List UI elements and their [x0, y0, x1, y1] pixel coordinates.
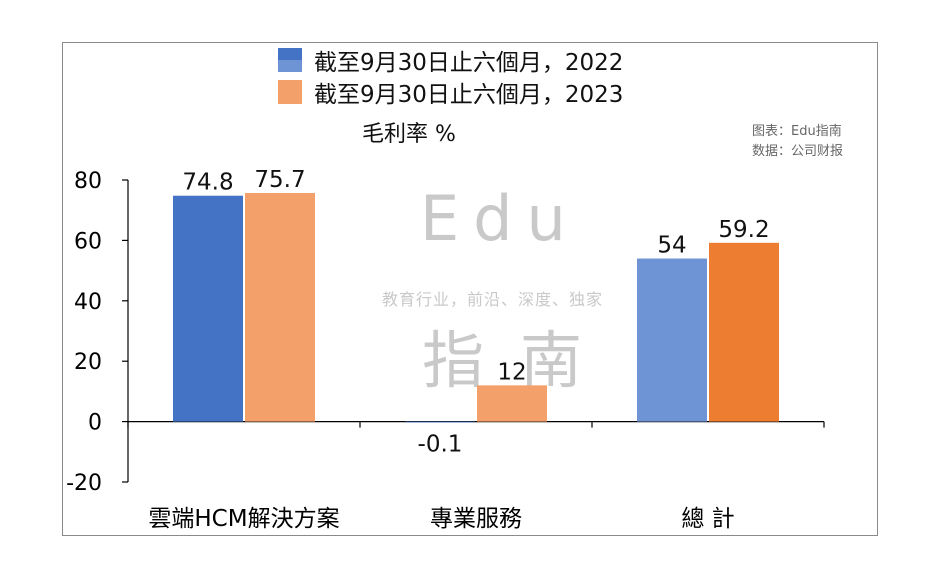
- data-source: 数据：公司财报: [752, 144, 844, 159]
- watermark-char-2: 南: [520, 324, 583, 397]
- legend-item-2022: 截至9月30日止六個月，2022: [278, 44, 623, 76]
- data-label: -0.1: [418, 432, 463, 458]
- watermark-tagline: 教育行业，前沿、深度、独家: [382, 290, 604, 309]
- category-label: 專業服務: [430, 506, 522, 532]
- bar-2022: [405, 421, 475, 423]
- chart-credit: 图表：Edu指南: [752, 124, 842, 139]
- data-label: 59.2: [718, 217, 769, 243]
- y-tick-label: 40: [74, 290, 102, 315]
- category-label: 總 計: [681, 506, 734, 532]
- y-tick-label: -20: [66, 471, 102, 496]
- bar-2022: [637, 258, 707, 422]
- watermark-char-1: 指: [422, 324, 485, 397]
- category-label: 雲端HCM解決方案: [148, 506, 339, 532]
- y-tick-label: 0: [88, 411, 102, 436]
- bar-2023: [477, 385, 547, 422]
- y-tick-label: 20: [74, 350, 102, 375]
- data-label: 54: [657, 233, 686, 259]
- legend-label-2022: 截至9月30日止六個月，2022: [314, 50, 624, 76]
- bar-2022: [173, 195, 243, 422]
- data-label: 12: [497, 359, 526, 385]
- legend-item-2023: 截至9月30日止六個月，2023: [278, 76, 623, 108]
- legend-swatch-2023: [278, 80, 302, 104]
- data-label: 74.8: [182, 170, 233, 196]
- y-tick-label: 80: [74, 169, 102, 194]
- y-tick-label: 60: [74, 229, 102, 254]
- watermark-logo-text: Edu: [420, 182, 580, 255]
- legend: 截至9月30日止六個月，2022 截至9月30日止六個月，2023: [278, 44, 623, 108]
- data-label: 75.7: [254, 167, 305, 193]
- legend-label-2023: 截至9月30日止六個月，2023: [314, 82, 624, 108]
- bar-2023: [709, 242, 779, 422]
- chart-title: 毛利率 %: [362, 122, 456, 147]
- legend-swatch-2022: [278, 48, 302, 72]
- bar-2023: [245, 192, 315, 422]
